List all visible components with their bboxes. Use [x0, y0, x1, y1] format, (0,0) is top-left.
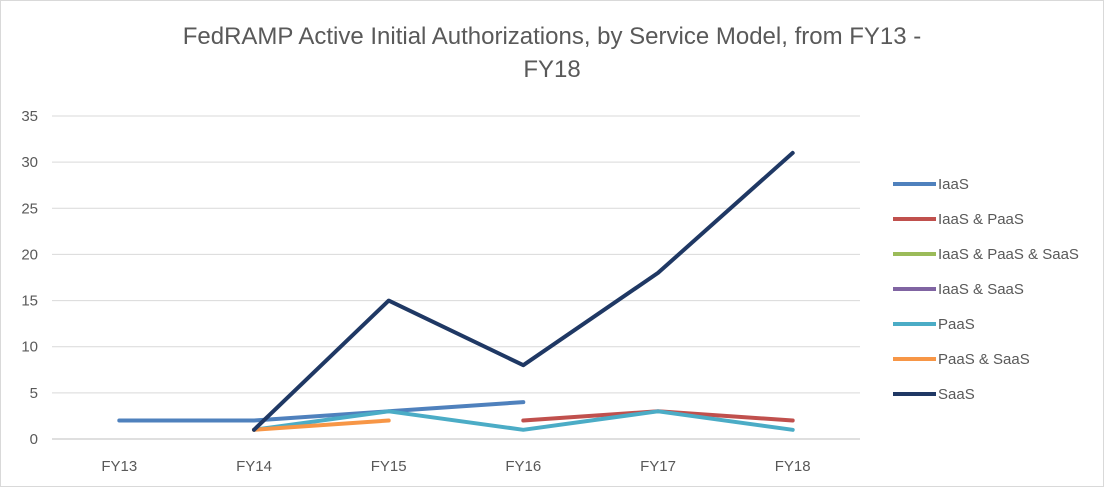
chart-title-line1: FedRAMP Active Initial Authorizations, b… — [182, 23, 922, 50]
legend-label: SaaS — [938, 386, 975, 403]
x-tick-label: FY16 — [505, 458, 541, 475]
series-line — [252, 150, 795, 432]
x-tick-label: FY15 — [371, 458, 407, 475]
legend-label: PaaS — [938, 316, 975, 333]
y-tick-label: 35 — [21, 108, 38, 125]
series-line — [117, 400, 526, 423]
legend: IaaS IaaS & PaaS IaaS & PaaS & SaaS IaaS & … — [893, 176, 1079, 403]
legend-label: IaaS & PaaS & SaaS — [938, 246, 1079, 263]
chart-title-line2: FY18 — [523, 56, 581, 83]
series-line — [252, 409, 795, 432]
x-tick-label: FY14 — [236, 458, 272, 475]
y-axis: 0 5 10 15 20 25 30 35 — [21, 108, 38, 448]
y-tick-label: 5 — [30, 385, 38, 402]
y-tick-label: 20 — [21, 246, 38, 263]
y-tick-label: 25 — [21, 200, 38, 217]
y-tick-label: 15 — [21, 293, 38, 310]
y-tick-label: 0 — [30, 431, 38, 448]
gridlines — [52, 115, 860, 440]
x-tick-label: FY18 — [775, 458, 811, 475]
x-tick-label: FY17 — [640, 458, 676, 475]
legend-label: IaaS — [938, 176, 969, 193]
x-axis: FY13 FY14 FY15 FY16 FY17 FY18 — [101, 458, 810, 475]
series-line — [252, 418, 391, 432]
series-lines — [117, 150, 795, 432]
chart-title: FedRAMP Active Initial Authorizations, b… — [0, 20, 1104, 86]
y-tick-label: 10 — [21, 339, 38, 356]
legend-label: PaaS & SaaS — [938, 351, 1030, 368]
legend-label: IaaS & PaaS — [938, 211, 1024, 228]
y-tick-label: 30 — [21, 154, 38, 171]
legend-label: IaaS & SaaS — [938, 281, 1024, 298]
x-tick-label: FY13 — [101, 458, 137, 475]
